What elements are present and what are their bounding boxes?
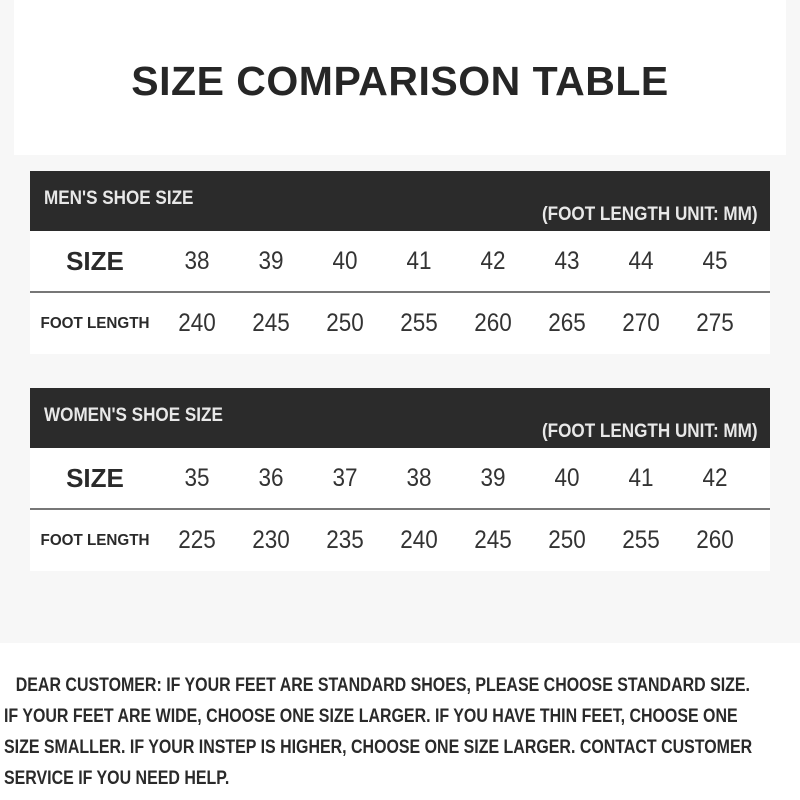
size-label: SIZE [66, 462, 124, 493]
size-cell: 38 [184, 246, 210, 275]
foot-length-cell: 255 [622, 526, 660, 554]
note-panel [0, 643, 800, 800]
size-cell: 42 [702, 463, 728, 492]
foot-length-row: FOOT LENGTH 240 245 250 255 260 265 270 275 [30, 293, 770, 354]
note-line: IF YOUR FEET ARE WIDE, CHOOSE ONE SIZE L… [4, 706, 738, 727]
size-cell: 37 [332, 463, 358, 492]
note-line: DEAR CUSTOMER: IF YOUR FEET ARE STANDARD… [15, 675, 750, 696]
foot-length-label: FOOT LENGTH [40, 314, 150, 332]
unit-label: (FOOT LENGTH UNIT: MM) [542, 204, 758, 225]
foot-length-cell: 240 [178, 309, 216, 337]
size-cell: 41 [628, 463, 654, 492]
size-cell: 38 [406, 463, 432, 492]
size-cell: 39 [258, 246, 284, 275]
foot-length-cell: 250 [326, 309, 364, 337]
customer-note: DEAR CUSTOMER: IF YOUR FEET ARE STANDARD… [4, 670, 777, 794]
foot-length-cell: 270 [622, 309, 660, 337]
note-line: SIZE SMALLER. IF YOUR INSTEP IS HIGHER, … [4, 737, 753, 758]
foot-length-cell: 240 [400, 526, 438, 554]
size-row: SIZE 35 36 37 38 39 40 41 42 [30, 448, 770, 510]
title-panel [14, 0, 786, 155]
size-cell: 43 [554, 246, 580, 275]
foot-length-cell: 225 [178, 526, 216, 554]
foot-length-cell: 245 [474, 526, 512, 554]
foot-length-cell: 275 [696, 309, 734, 337]
size-cell: 35 [184, 463, 210, 492]
foot-length-cell: 255 [400, 309, 438, 337]
size-cell: 36 [258, 463, 284, 492]
foot-length-cell: 260 [696, 526, 734, 554]
table-header: MEN'S SHOE SIZE (FOOT LENGTH UNIT: MM) [30, 171, 770, 231]
unit-label: (FOOT LENGTH UNIT: MM) [542, 421, 758, 442]
note-line: SERVICE IF YOU NEED HELP. [4, 768, 230, 789]
foot-length-cell: 235 [326, 526, 364, 554]
foot-length-row: FOOT LENGTH 225 230 235 240 245 250 255 260 [30, 510, 770, 571]
foot-length-cell: 250 [548, 526, 586, 554]
table-name: MEN'S SHOE SIZE [44, 188, 194, 209]
size-cell: 41 [406, 246, 432, 275]
table-header: WOMEN'S SHOE SIZE (FOOT LENGTH UNIT: MM) [30, 388, 770, 448]
size-cell: 39 [480, 463, 506, 492]
women-size-table: WOMEN'S SHOE SIZE (FOOT LENGTH UNIT: MM)… [30, 388, 770, 571]
size-label: SIZE [66, 245, 124, 276]
foot-length-cell: 260 [474, 309, 512, 337]
size-cell: 44 [628, 246, 654, 275]
foot-length-label: FOOT LENGTH [40, 531, 150, 549]
foot-length-cell: 245 [252, 309, 290, 337]
foot-length-cell: 230 [252, 526, 290, 554]
page-title: SIZE COMPARISON TABLE [131, 58, 669, 104]
size-cell: 42 [480, 246, 506, 275]
size-cell: 45 [702, 246, 728, 275]
size-row: SIZE 38 39 40 41 42 43 44 45 [30, 231, 770, 293]
men-size-table: MEN'S SHOE SIZE (FOOT LENGTH UNIT: MM) S… [30, 171, 770, 354]
table-name: WOMEN'S SHOE SIZE [44, 405, 223, 426]
size-cell: 40 [554, 463, 580, 492]
foot-length-cell: 265 [548, 309, 586, 337]
size-cell: 40 [332, 246, 358, 275]
